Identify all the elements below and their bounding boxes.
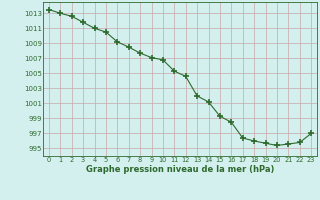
X-axis label: Graphe pression niveau de la mer (hPa): Graphe pression niveau de la mer (hPa) [86,165,274,174]
